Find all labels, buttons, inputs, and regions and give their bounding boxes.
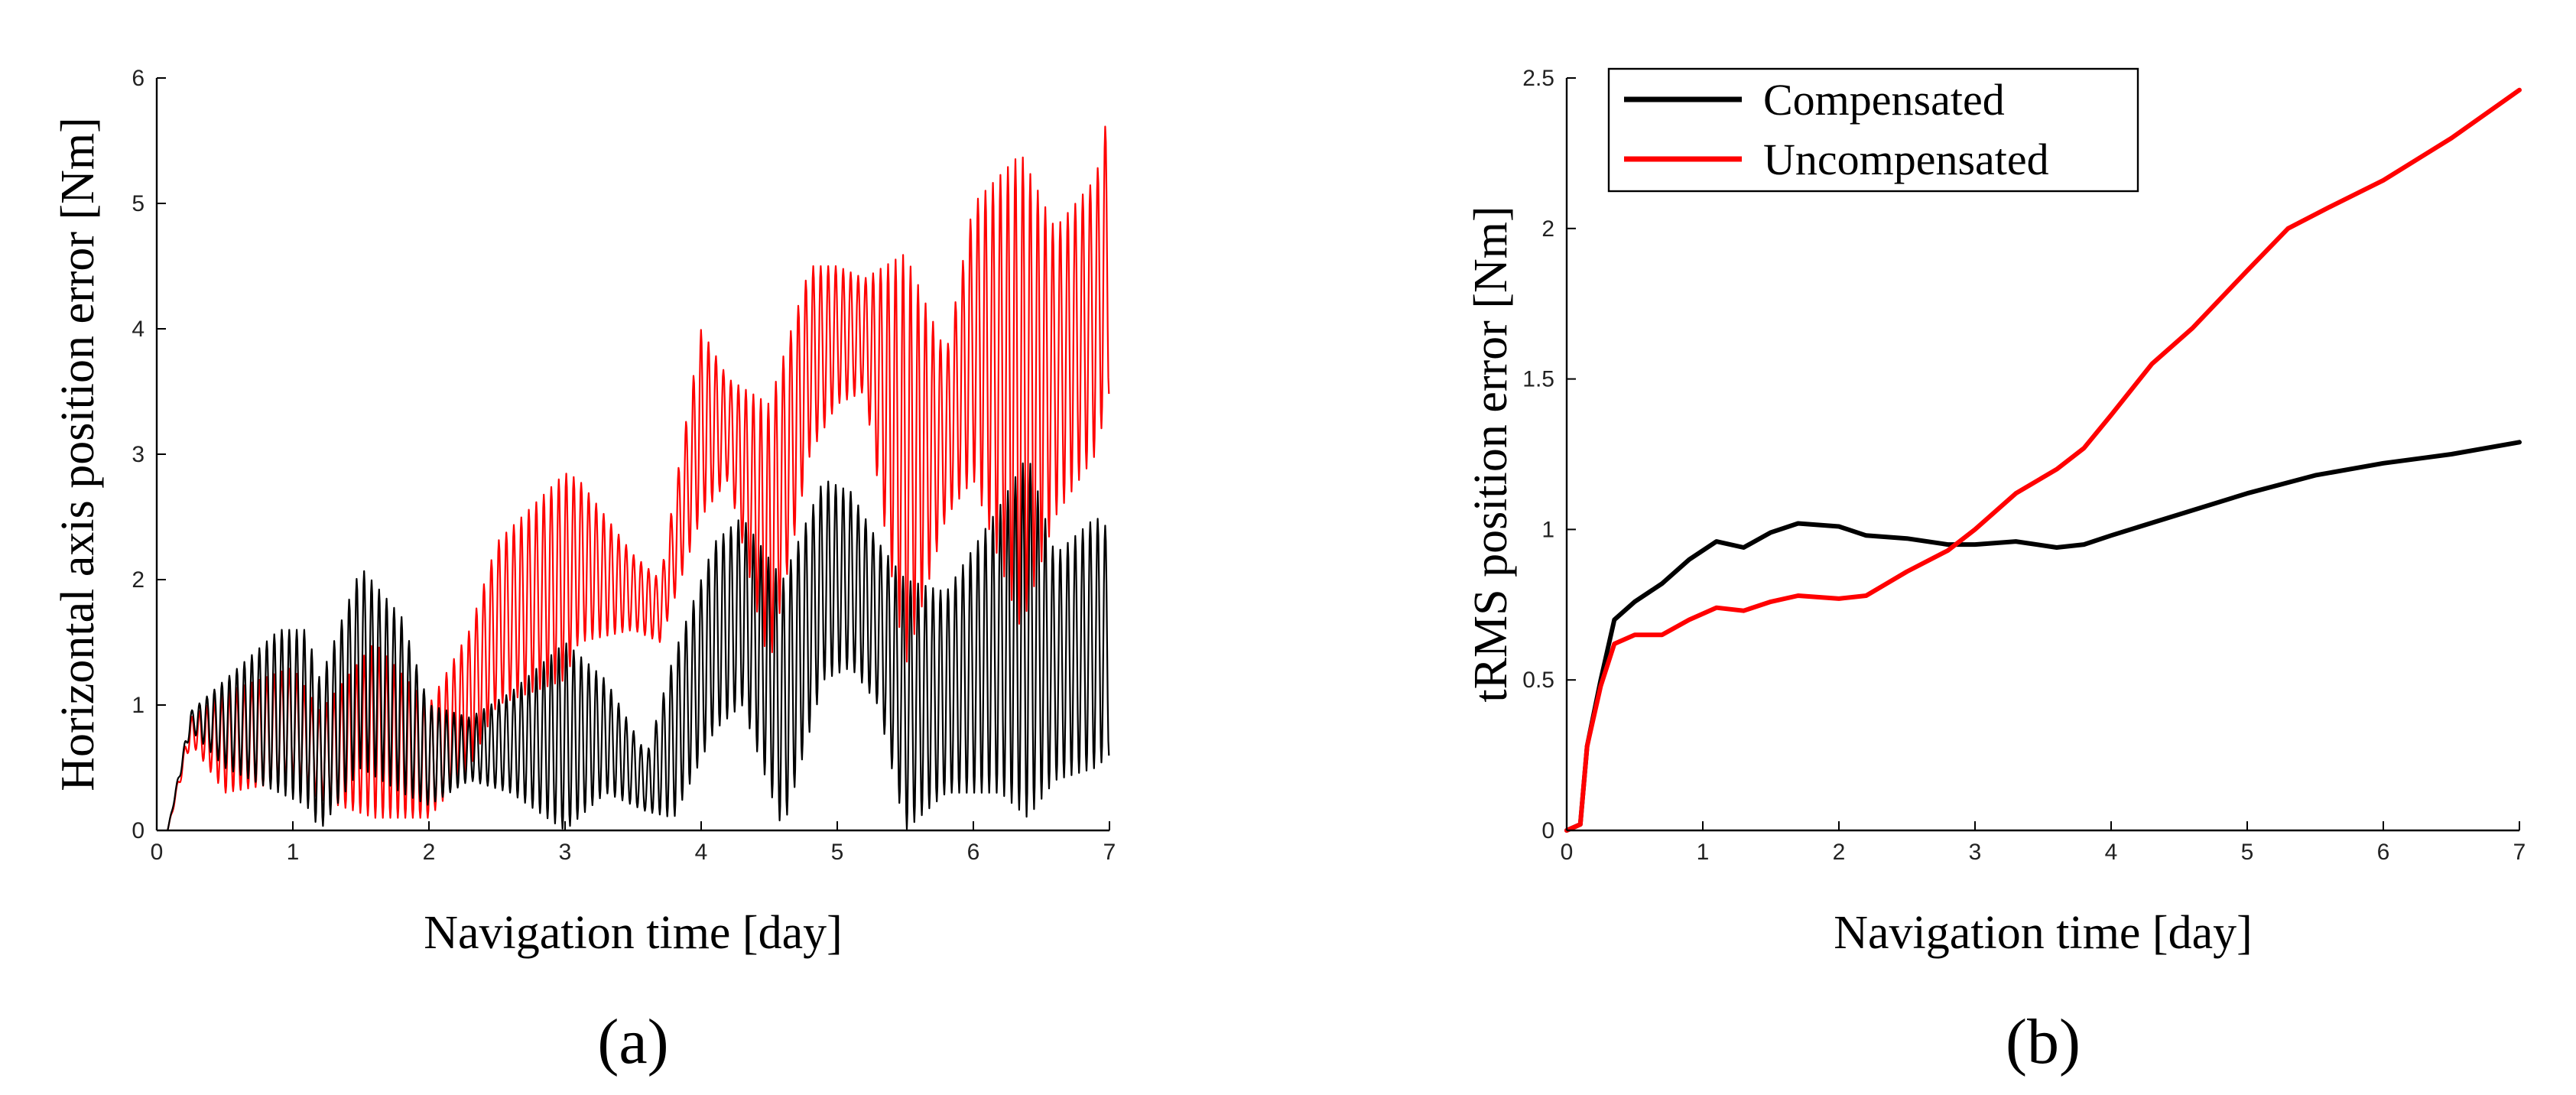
panel-a-y-tick-label: 6: [132, 66, 145, 91]
panel-b-x-ticks: 0 1 2 3 4 5 6 7: [1561, 821, 2526, 865]
panel-b-x-tick-label: 0: [1561, 840, 1574, 865]
panel-a-x-tick-label: 0: [151, 840, 164, 865]
panel-b-y-tick-label: 1.5: [1522, 367, 1554, 392]
panel-b-series-uncompensated: [1564, 87, 2522, 833]
panel-b-chart: 0 1 2 3 4 5 6 7 0 0.5 1 1.5 2 2.5 Navigation time [d…: [1465, 66, 2526, 1077]
panel-a-y-tick-label: 3: [132, 442, 145, 467]
panel-a-x-tick-label: 7: [1103, 840, 1116, 865]
legend-label-uncompensated: Uncompensated: [1763, 135, 2049, 184]
panel-a-x-tick-label: 6: [967, 840, 980, 865]
panel-b-legend: Compensated Uncompensated: [1607, 67, 2139, 193]
panel-b-axes: [1565, 78, 2519, 832]
panel-b-y-tick-label: 0.5: [1522, 668, 1554, 693]
panel-a-y-axis-label: Horizontal axis position error [Nm]: [52, 117, 104, 791]
legend-label-compensated: Compensated: [1763, 75, 2005, 125]
panel-b-y-tick-label: 0: [1541, 818, 1554, 843]
panel-a-y-ticks: 0 1 2 3 4 5 6: [132, 66, 166, 843]
panel-b-series-compensated: [1564, 440, 2522, 833]
panel-b-x-tick-label: 3: [1969, 840, 1982, 865]
panel-a-series: [167, 125, 1110, 831]
panel-a-x-ticks: 0 1 2 3 4 5 6 7: [151, 821, 1116, 865]
panel-b-series: [1564, 87, 2522, 833]
panel-b-x-tick-label: 1: [1697, 840, 1710, 865]
panel-b-x-tick-label: 6: [2377, 840, 2390, 865]
panel-a-y-tick-label: 5: [132, 191, 145, 216]
panel-b-y-axis-label: tRMS position error [Nm]: [1465, 206, 1517, 702]
panel-a-y-tick-label: 2: [132, 567, 145, 593]
panel-b-y-tick-label: 1: [1541, 517, 1554, 542]
panel-b-y-tick-label: 2.5: [1522, 66, 1554, 91]
panel-a-y-tick-label: 0: [132, 818, 145, 843]
panel-a-label: (a): [597, 1006, 668, 1077]
panel-a-chart: 0 1 2 3 4 5 6 7 0 1 2 3 4 5 6 Navigation time [day] H…: [52, 66, 1116, 1077]
panel-a-x-axis-label: Navigation time [day]: [424, 907, 843, 959]
panel-b-label: (b): [2006, 1006, 2081, 1077]
panel-a-x-tick-label: 4: [695, 840, 708, 865]
panel-a-x-tick-label: 1: [287, 840, 300, 865]
panel-a-y-tick-label: 4: [132, 317, 145, 342]
panel-b-y-ticks: 0 0.5 1 1.5 2 2.5: [1522, 66, 1576, 843]
panel-a-series-compensated: [167, 462, 1110, 831]
panel-a-x-tick-label: 2: [423, 840, 436, 865]
panel-b-x-tick-label: 4: [2105, 840, 2118, 865]
panel-b-x-tick-label: 5: [2241, 840, 2254, 865]
panel-a-x-tick-label: 3: [559, 840, 572, 865]
legend-box: [1607, 67, 2139, 193]
panel-a-y-tick-label: 1: [132, 693, 145, 718]
panel-b-y-tick-label: 2: [1541, 216, 1554, 242]
panel-b-x-tick-label: 7: [2513, 840, 2526, 865]
panel-b-x-tick-label: 2: [1833, 840, 1846, 865]
panel-a-x-tick-label: 5: [831, 840, 844, 865]
panel-b-x-axis-label: Navigation time [day]: [1834, 907, 2253, 959]
